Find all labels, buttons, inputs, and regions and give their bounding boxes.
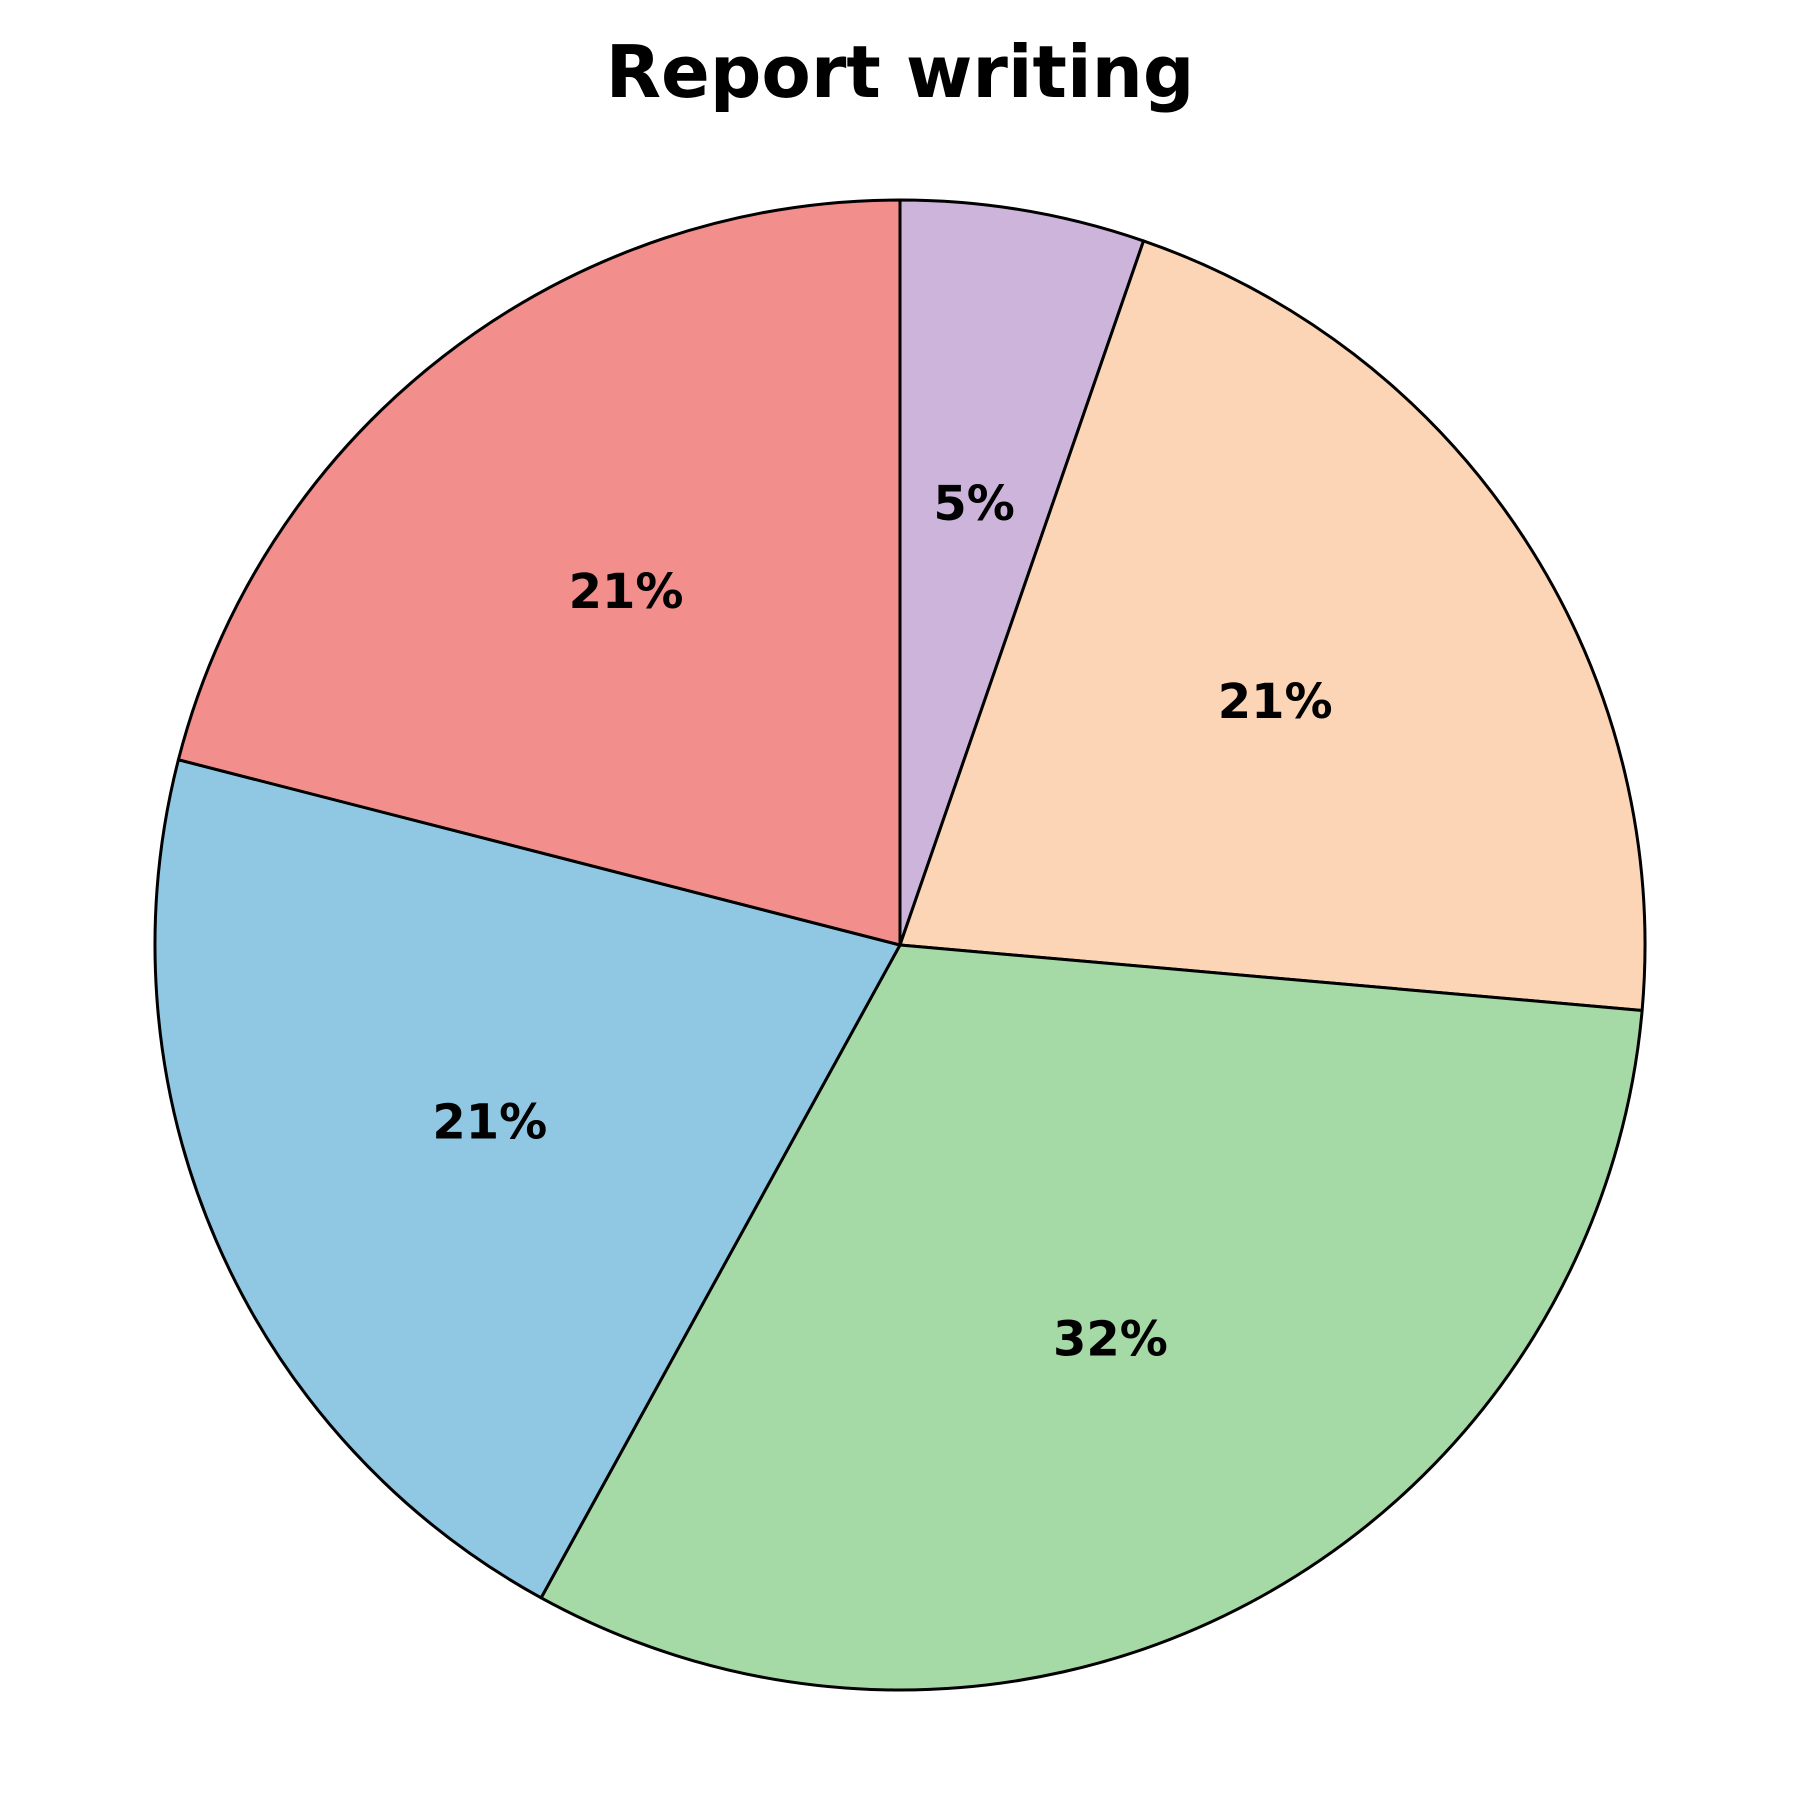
pie-slice-3 bbox=[539, 943, 1644, 1692]
pie-slices bbox=[153, 198, 1647, 1692]
pie-slice-5 bbox=[176, 198, 902, 947]
pie-slice-label-4: 21% bbox=[432, 1095, 547, 1151]
pie-slice-2 bbox=[898, 239, 1647, 1012]
pie-slice-label-3: 32% bbox=[1053, 1311, 1168, 1367]
pie-labels: 5% 21% 32% 21% 21% bbox=[432, 476, 1332, 1367]
pie-slice-label-2: 21% bbox=[1218, 674, 1333, 730]
pie-slice-4 bbox=[153, 758, 902, 1600]
chart-title: Report writing bbox=[605, 30, 1195, 114]
pie-slice-1 bbox=[898, 198, 1146, 947]
pie-slice-label-1: 5% bbox=[933, 476, 1015, 532]
pie-slice-label-5: 21% bbox=[569, 564, 684, 620]
